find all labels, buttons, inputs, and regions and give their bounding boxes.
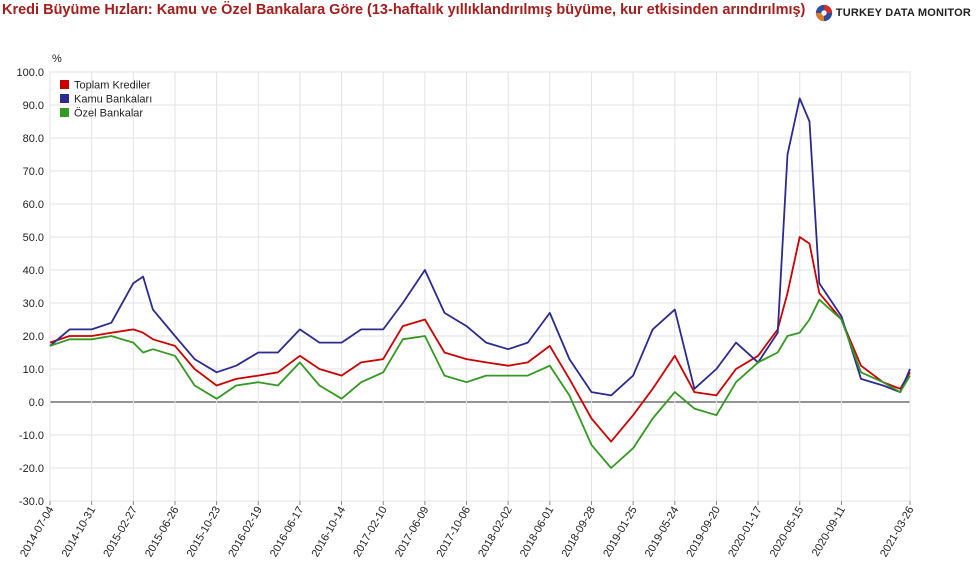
x-tick-label: 2020-01-17 — [726, 505, 765, 560]
y-tick-label: -30.0 — [19, 496, 44, 508]
y-tick-label: 50.0 — [23, 232, 44, 244]
x-tick-label: 2014-10-31 — [60, 505, 99, 560]
chart-title: Kredi Büyüme Hızları: Kamu ve Özel Banka… — [2, 2, 806, 18]
y-tick-label: -10.0 — [19, 430, 44, 442]
x-tick-label: 2017-10-06 — [435, 505, 474, 560]
y-axis-unit: % — [52, 53, 62, 65]
x-tick-label: 2020-09-11 — [810, 505, 848, 559]
x-tick-label: 2015-06-26 — [143, 505, 182, 560]
x-tick-label: 2018-09-28 — [560, 505, 599, 560]
x-tick-label: 2016-02-19 — [226, 505, 265, 560]
x-tick-label: 2015-02-27 — [101, 505, 140, 560]
x-tick-label: 2017-06-09 — [393, 505, 432, 560]
legend-swatch — [60, 80, 69, 89]
logo-text: TURKEY DATA MONITOR — [835, 7, 971, 19]
x-tick-label: 2016-06-17 — [268, 505, 307, 560]
y-tick-label: 0.0 — [29, 397, 44, 409]
x-tick-label: 2015-10-23 — [185, 505, 224, 560]
legend-swatch — [60, 94, 69, 103]
y-tick-label: -20.0 — [19, 463, 44, 475]
y-tick-label: 30.0 — [23, 298, 44, 310]
x-tick-label: 2019-01-25 — [601, 505, 640, 560]
y-tick-label: 100.0 — [16, 67, 44, 79]
y-tick-label: 20.0 — [23, 331, 44, 343]
legend-label: Özel Bankalar — [74, 108, 143, 120]
y-tick-label: 90.0 — [23, 100, 44, 112]
x-tick-label: 2018-06-01 — [518, 505, 557, 560]
brand-logo[interactable]: TURKEY DATA MONITOR — [815, 4, 971, 22]
series-line-1 — [49, 236, 911, 443]
x-tick-label: 2018-02-02 — [476, 505, 515, 560]
x-tick-label: 2021-03-26 — [878, 505, 917, 560]
x-tick-label: 2019-05-24 — [643, 505, 682, 560]
x-tick-label: 2020-05-15 — [768, 505, 807, 560]
series-line-3 — [49, 298, 911, 469]
y-tick-label: 70.0 — [23, 166, 44, 178]
y-tick-label: 10.0 — [23, 364, 44, 376]
series-line-2 — [49, 97, 911, 397]
legend-label: Toplam Krediler — [74, 80, 151, 92]
x-tick-label: 2016-10-14 — [310, 505, 349, 560]
x-tick-label: 2019-09-20 — [685, 505, 724, 560]
y-tick-label: 60.0 — [23, 199, 44, 211]
legend-label: Kamu Bankaları — [74, 94, 152, 106]
globe-logo-icon — [815, 4, 832, 22]
x-tick-label: 2017-02-10 — [351, 505, 390, 560]
y-tick-label: 40.0 — [23, 265, 44, 277]
x-tick-label: 2014-07-04 — [18, 505, 57, 560]
legend-swatch — [60, 108, 69, 117]
y-tick-label: 80.0 — [23, 133, 44, 145]
